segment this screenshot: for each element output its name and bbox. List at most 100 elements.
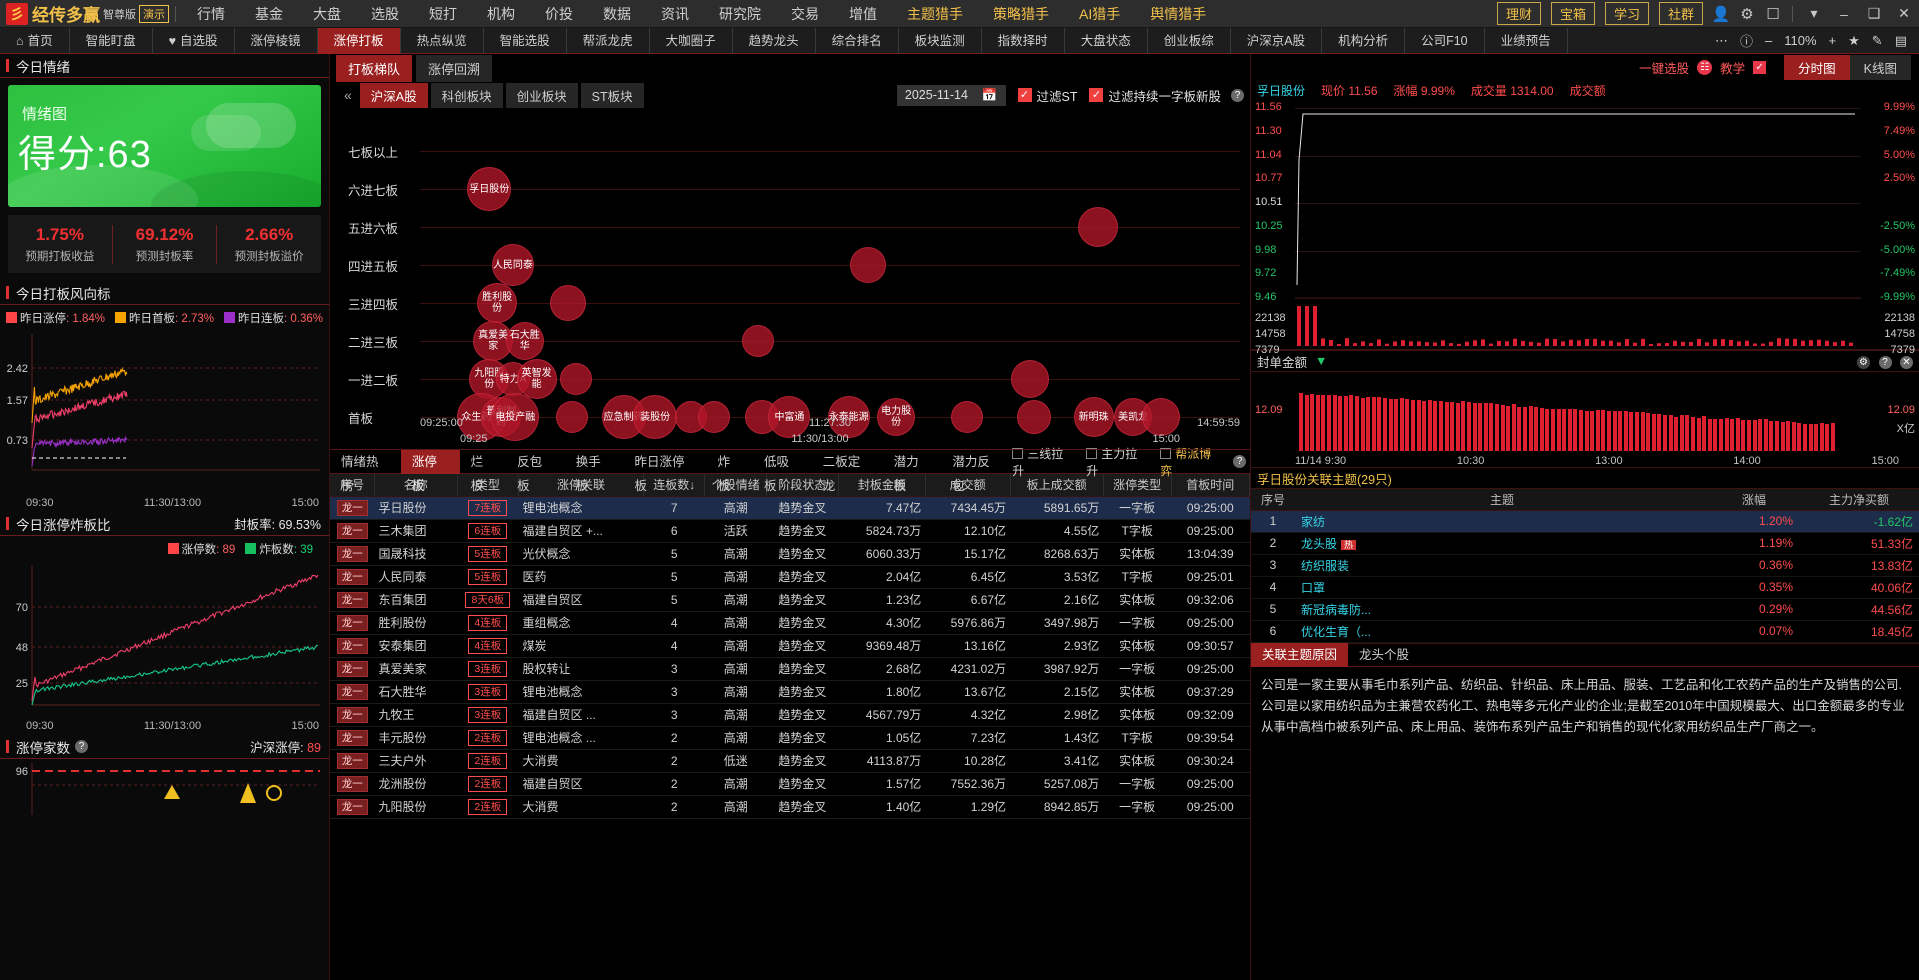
bubble-point[interactable]: 石大胜华 — [506, 322, 544, 360]
bubble-point[interactable] — [1011, 360, 1049, 398]
table-row[interactable]: 龙一 三木集团 6连板 福建自贸区 +... 6 活跃 趋势金叉 5824.73万 12.10亿… — [330, 519, 1250, 542]
theme-column-0[interactable]: 序号 — [1251, 489, 1295, 510]
top-menu-item-9[interactable]: 研究院 — [704, 4, 776, 24]
top-pill-2[interactable]: 学习 — [1605, 2, 1649, 25]
subnav-item-17[interactable]: 公司F10 — [1405, 28, 1485, 54]
mood-score-card[interactable]: 情绪图 得分:63 — [8, 85, 321, 207]
subnav-item-18[interactable]: 业绩预告 — [1485, 28, 1568, 54]
ladder-bubble-chart[interactable]: 七板以上 六进七板 五进六板 四进五板 三进四板 二进三板 一进二板 首板 孚日股份 人民同泰 胜利… — [330, 110, 1250, 450]
pick-icon[interactable]: ☷ — [1697, 60, 1712, 75]
subnav-item-10[interactable]: 综合排名 — [816, 28, 899, 54]
subnav-item-2[interactable]: ♥ 自选股 — [153, 28, 235, 54]
gear-icon[interactable]: ⚙ — [1734, 5, 1760, 23]
subnav-item-7[interactable]: 帮派龙虎 — [567, 28, 650, 54]
table-tab-10[interactable]: 潜力反包 — [941, 450, 1012, 474]
user-icon[interactable]: 👤 — [1708, 5, 1734, 23]
top-menu-item-8[interactable]: 资讯 — [646, 4, 704, 24]
column-header-2[interactable]: 类型 — [457, 474, 518, 496]
column-header-5[interactable]: 个股情绪 — [705, 474, 766, 496]
question-icon[interactable]: ? — [1879, 356, 1892, 369]
table-row[interactable]: 龙一 石大胜华 3连板 锂电池概念 3 高潮 趋势金叉 1.80亿 13.67亿 2.15亿 实体板… — [330, 680, 1250, 703]
subnav-item-14[interactable]: 创业板综 — [1148, 28, 1231, 54]
reason-tab-0[interactable]: 关联主题原因 — [1251, 643, 1348, 667]
quick-pick-link[interactable]: 一键选股 — [1639, 58, 1689, 77]
top-menu-item-11[interactable]: 增值 — [834, 4, 892, 24]
subnav-item-4[interactable]: 涨停打板 — [318, 28, 401, 54]
theme-row[interactable]: 4 口罩 0.35% 40.06亿 — [1251, 576, 1919, 598]
window-icon[interactable]: ☐ — [1760, 5, 1786, 23]
table-row[interactable]: 龙一 三夫户外 2连板 大消费 2 低迷 趋势金叉 4113.87万 10.28亿 3.41亿 实体… — [330, 749, 1250, 772]
doc-icon[interactable]: ✓ — [1753, 61, 1766, 74]
column-header-3[interactable]: 涨停关联 — [519, 474, 644, 496]
bubble-point[interactable] — [550, 285, 586, 321]
subnav-item-16[interactable]: 机构分析 — [1322, 28, 1405, 54]
star-icon[interactable]: ★ — [1842, 33, 1866, 49]
table-row[interactable]: 龙一 胜利股份 4连板 重组概念 4 高潮 趋势金叉 4.30亿 5976.86万 3497.98… — [330, 611, 1250, 634]
bubble-point[interactable] — [742, 325, 774, 357]
subnav-item-3[interactable]: 涨停棱镜 — [235, 28, 318, 54]
filter-checkbox-0[interactable]: ✓ 过滤ST — [1018, 86, 1078, 105]
table-tab-1[interactable]: 涨停板 — [401, 450, 460, 474]
layout-icon[interactable]: ▤ — [1889, 33, 1913, 49]
top-pill-3[interactable]: 社群 — [1659, 2, 1703, 25]
subnav-item-0[interactable]: ⌂ 首页 — [0, 28, 70, 54]
top-pill-0[interactable]: 理财 — [1497, 2, 1541, 25]
table-row[interactable]: 龙一 龙洲股份 2连板 福建自贸区 2 高潮 趋势金叉 1.57亿 7552.36万 5257.0… — [330, 772, 1250, 795]
column-header-10[interactable]: 涨停类型 — [1103, 474, 1171, 496]
top-menu-item-4[interactable]: 短打 — [414, 4, 472, 24]
right-tab-0[interactable]: 分时图 — [1784, 55, 1850, 80]
subnav-item-13[interactable]: 大盘状态 — [1065, 28, 1148, 54]
table-row[interactable]: 龙一 国晟科技 5连板 光伏概念 5 高潮 趋势金叉 6060.33万 15.17亿 8268.6… — [330, 542, 1250, 565]
bubble-point[interactable] — [1078, 207, 1118, 247]
center-tab-1[interactable]: 涨停回溯 — [416, 55, 492, 82]
column-header-7[interactable]: 封板金额 — [838, 474, 925, 496]
bubble-point[interactable]: 胜利股份 — [477, 283, 517, 323]
theme-row[interactable]: 2 龙头股热 1.19% 51.33亿 — [1251, 532, 1919, 554]
close-icon[interactable]: ✕ — [1889, 5, 1919, 22]
checkbox-icon[interactable]: ✓ — [1018, 88, 1032, 102]
top-menu-item-14[interactable]: AI猎手 — [1064, 4, 1135, 24]
column-header-8[interactable]: 成交额 — [925, 474, 1010, 496]
more-icon[interactable]: ⋯ — [1709, 33, 1734, 49]
table-tab-9[interactable]: 潜力板 — [883, 450, 942, 474]
subnav-item-9[interactable]: 趋势龙头 — [733, 28, 816, 54]
bubble-point[interactable] — [560, 363, 592, 395]
chevron-down-icon[interactable]: ▾ — [1799, 5, 1829, 22]
theme-row[interactable]: 1 家纺 1.20% -1.62亿 — [1251, 510, 1919, 532]
top-menu-item-0[interactable]: 行情 — [182, 4, 240, 24]
intraday-chart[interactable]: 11.56 9.99% 11.30 7.49% 11.04 5.00% 10.77 2.50%… — [1251, 100, 1919, 350]
top-menu-item-6[interactable]: 价投 — [530, 4, 588, 24]
subnav-item-5[interactable]: 热点纵览 — [401, 28, 484, 54]
board-tab-1[interactable]: 科创板块 — [431, 83, 503, 108]
minimize-icon[interactable]: – — [1829, 6, 1859, 22]
top-menu-item-5[interactable]: 机构 — [472, 4, 530, 24]
board-tab-0[interactable]: 沪深A股 — [360, 83, 428, 108]
gear-icon[interactable]: ⚙ — [1857, 356, 1870, 369]
table-tab-5[interactable]: 昨日涨停板 — [623, 450, 706, 474]
table-row[interactable]: 龙一 丰元股份 2连板 锂电池概念 ... 2 高潮 趋势金叉 1.05亿 7.23亿 1.43亿… — [330, 726, 1250, 749]
related-themes-table[interactable]: 序号 主题 涨幅 主力净买额 1 家纺 1.20% -1.62亿 2 龙头股热 1.19% 51.3… — [1251, 489, 1919, 643]
top-menu-item-2[interactable]: 大盘 — [298, 4, 356, 24]
top-menu-item-7[interactable]: 数据 — [588, 4, 646, 24]
table-row[interactable]: 龙一 九牧王 3连板 福建自贸区 ... 3 高潮 趋势金叉 4567.79万 4.32亿 2.9… — [330, 703, 1250, 726]
column-header-0[interactable]: 序号 — [330, 474, 374, 496]
top-menu-item-13[interactable]: 策略猎手 — [978, 4, 1064, 24]
board-tab-3[interactable]: ST板块 — [581, 83, 644, 108]
table-row[interactable]: 龙一 安泰集团 4连板 煤炭 4 高潮 趋势金叉 9369.48万 13.16亿 2.93亿 实体板… — [330, 634, 1250, 657]
checkbox-icon[interactable]: ✓ — [1089, 88, 1103, 102]
subnav-item-1[interactable]: 智能盯盘 — [70, 28, 153, 54]
table-tab-8[interactable]: 二板定龙 — [812, 450, 883, 474]
zoom-in-icon[interactable]: + — [1823, 33, 1843, 48]
bubble-point[interactable] — [850, 247, 886, 283]
question-icon[interactable]: ? — [1233, 455, 1246, 468]
top-menu-item-1[interactable]: 基金 — [240, 4, 298, 24]
theme-row[interactable]: 6 优化生育（... 0.07% 18.45亿 — [1251, 620, 1919, 642]
subnav-item-15[interactable]: 沪深京A股 — [1231, 28, 1322, 54]
theme-column-2[interactable]: 涨幅 — [1709, 489, 1799, 510]
table-tab-4[interactable]: 换手板 — [565, 450, 624, 474]
table-tab-6[interactable]: 炸板 — [707, 450, 753, 474]
table-row[interactable]: 龙一 孚日股份 7连板 锂电池概念 7 高潮 趋势金叉 7.47亿 7434.45万 5891.6… — [330, 496, 1250, 519]
question-icon[interactable]: ? — [75, 740, 88, 753]
board-tab-2[interactable]: 创业板块 — [506, 83, 578, 108]
restore-icon[interactable]: ❑ — [1859, 5, 1889, 22]
